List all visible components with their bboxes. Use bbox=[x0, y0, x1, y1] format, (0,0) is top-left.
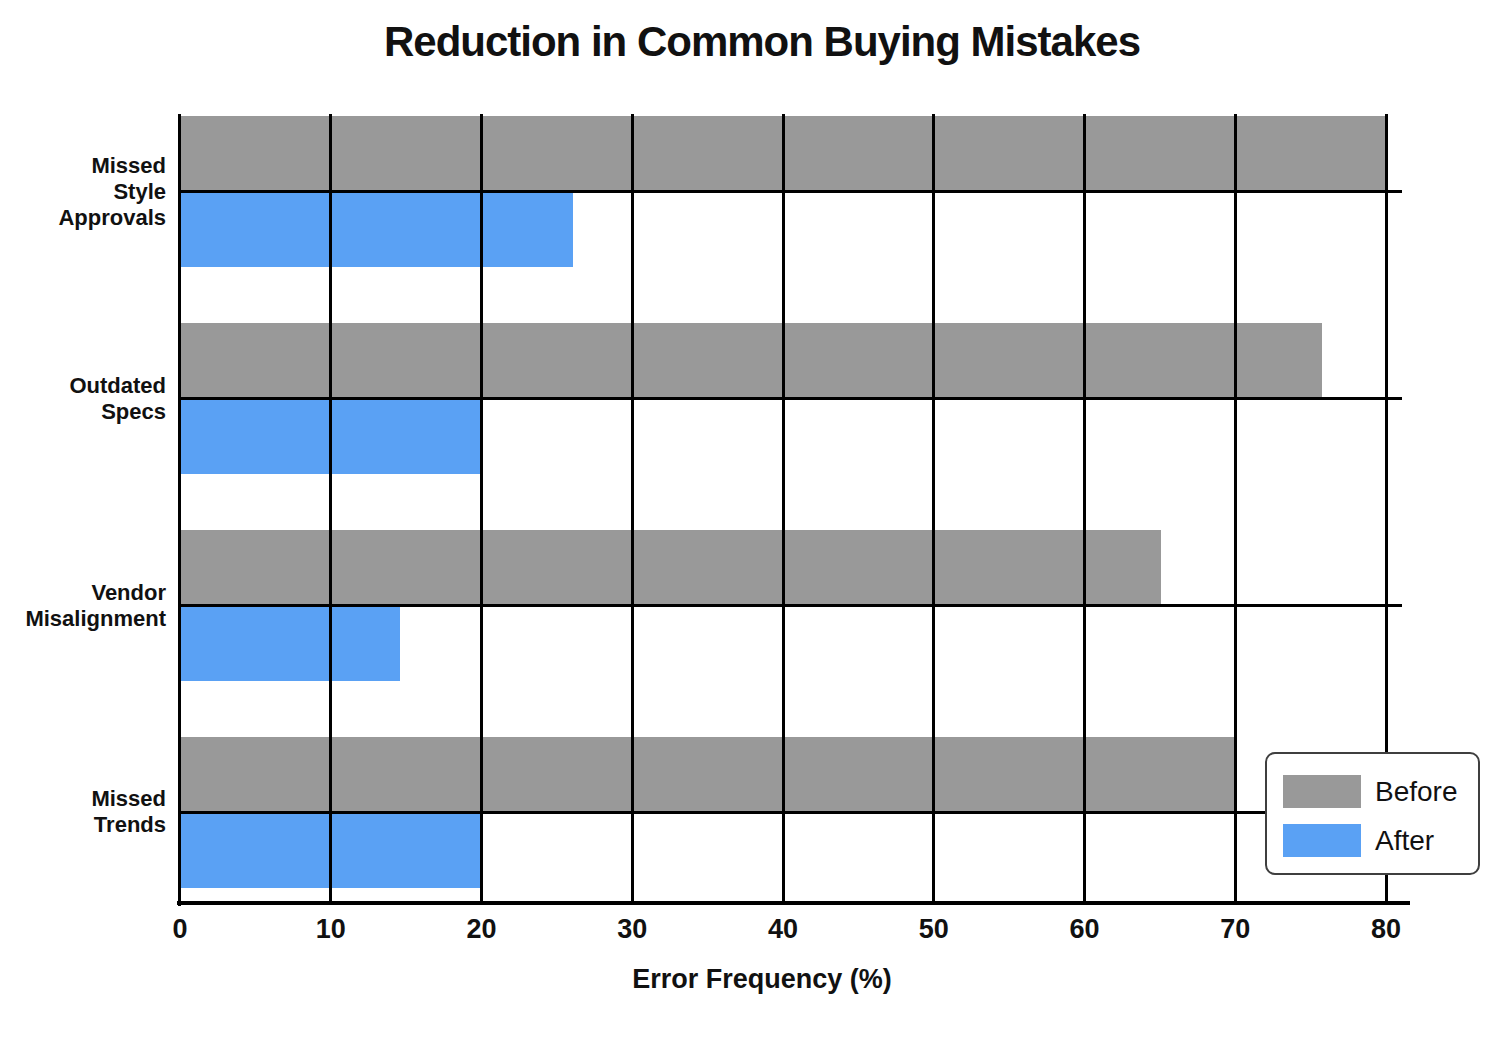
gridline-x-70 bbox=[1234, 114, 1237, 902]
legend-swatch-after bbox=[1283, 824, 1361, 857]
bar-before-3 bbox=[181, 737, 1236, 813]
y-category-label-line: Missed bbox=[0, 786, 166, 812]
gridline-x-60 bbox=[1083, 114, 1086, 902]
y-axis-spine bbox=[178, 114, 181, 906]
bar-before-2 bbox=[181, 530, 1161, 606]
gridline-x-20 bbox=[480, 114, 483, 902]
legend-swatch-before bbox=[1283, 775, 1361, 808]
gridline-category-2 bbox=[180, 604, 1402, 607]
x-axis-spine bbox=[177, 901, 1410, 906]
gridline-x-10 bbox=[329, 114, 332, 902]
chart-title: Reduction in Common Buying Mistakes bbox=[24, 18, 1500, 66]
legend-box: Before After bbox=[1265, 752, 1480, 875]
y-category-label-line: Vendor bbox=[0, 580, 166, 606]
bar-before-1 bbox=[181, 323, 1322, 399]
y-category-label-line: Approvals bbox=[0, 205, 166, 231]
x-axis-title: Error Frequency (%) bbox=[24, 964, 1500, 995]
y-category-label-line: Trends bbox=[0, 812, 166, 838]
y-category-label-0: MissedStyleApprovals bbox=[0, 153, 166, 231]
x-tick-label-40: 40 bbox=[738, 914, 828, 945]
gridline-category-3 bbox=[180, 811, 1402, 814]
y-category-label-line: Misalignment bbox=[0, 606, 166, 632]
y-category-label-2: VendorMisalignment bbox=[0, 580, 166, 632]
bar-after-2 bbox=[181, 606, 400, 682]
gridline-x-50 bbox=[932, 114, 935, 902]
x-tick-label-0: 0 bbox=[135, 914, 225, 945]
x-tick-label-10: 10 bbox=[286, 914, 376, 945]
x-tick-label-50: 50 bbox=[889, 914, 979, 945]
x-tick-label-60: 60 bbox=[1040, 914, 1130, 945]
x-tick-label-80: 80 bbox=[1341, 914, 1431, 945]
x-tick-label-30: 30 bbox=[587, 914, 677, 945]
y-category-label-line: Specs bbox=[0, 399, 166, 425]
gridline-category-1 bbox=[180, 397, 1402, 400]
legend-label-after: After bbox=[1375, 824, 1475, 857]
x-tick-label-20: 20 bbox=[437, 914, 527, 945]
y-category-label-line: Missed bbox=[0, 153, 166, 179]
gridline-category-0 bbox=[180, 190, 1402, 193]
x-tick-label-70: 70 bbox=[1190, 914, 1280, 945]
bar-after-0 bbox=[181, 192, 573, 268]
legend-label-before: Before bbox=[1375, 775, 1475, 808]
y-category-label-1: OutdatedSpecs bbox=[0, 373, 166, 425]
y-category-label-line: Outdated bbox=[0, 373, 166, 399]
gridline-x-30 bbox=[631, 114, 634, 902]
y-category-label-3: MissedTrends bbox=[0, 786, 166, 838]
y-category-label-line: Style bbox=[0, 179, 166, 205]
chart-canvas: Reduction in Common Buying Mistakes 0 10 2… bbox=[0, 0, 1500, 1045]
gridline-x-40 bbox=[782, 114, 785, 902]
